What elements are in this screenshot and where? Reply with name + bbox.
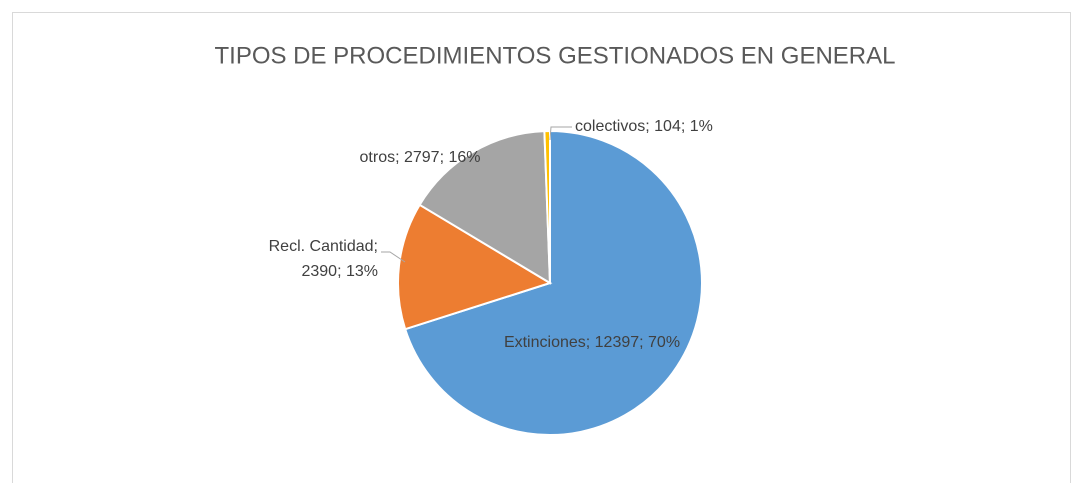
pie-slice bbox=[397, 203, 553, 331]
pie-slice bbox=[418, 130, 552, 285]
chart-title: TIPOS DE PROCEDIMIENTOS GESTIONADOS EN G… bbox=[214, 42, 895, 69]
data-label: Recl. Cantidad; 2390; 13% bbox=[269, 238, 378, 280]
data-label: Extinciones; 12397; 70% bbox=[504, 334, 680, 351]
pie-slice bbox=[403, 129, 703, 436]
leader-line bbox=[549, 126, 572, 141]
data-label: colectivos; 104; 1% bbox=[575, 118, 713, 135]
leader-line bbox=[381, 251, 406, 263]
pie-slice bbox=[543, 129, 551, 284]
data-label: otros; 2797; 16% bbox=[360, 149, 481, 166]
